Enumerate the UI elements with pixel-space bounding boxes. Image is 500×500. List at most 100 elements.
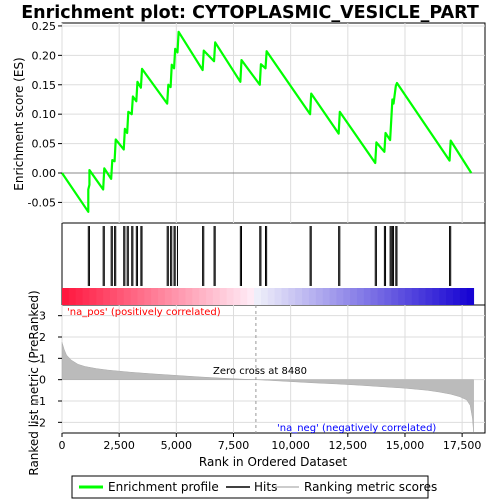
rank-color-segment: [377, 288, 385, 305]
rank-color-segment: [137, 288, 145, 305]
rank-color-segment: [233, 288, 241, 305]
metric-y-tick-label: 2: [39, 331, 46, 344]
rank-color-segment: [68, 288, 77, 305]
es-y-tick-label: 0.25: [32, 20, 57, 33]
enrichment-profile-line: [61, 30, 473, 213]
rank-color-segment: [439, 288, 447, 305]
metric-y-tick-label: 3: [39, 310, 46, 323]
x-tick-label: 2,500: [103, 439, 135, 452]
rank-color-segment: [103, 288, 111, 305]
rank-color-segment: [192, 288, 200, 305]
rank-color-segment: [151, 288, 159, 305]
metric-y-tick-label: -1: [35, 395, 46, 408]
rank-color-segment: [446, 288, 454, 305]
rank-color-segment: [391, 288, 399, 305]
rank-color-segment: [288, 288, 296, 305]
ranking-metric-area: [61, 342, 474, 432]
rank-color-segment: [62, 288, 70, 305]
rank-color-segment: [302, 288, 310, 305]
rank-color-segment: [315, 288, 324, 305]
legend-label-enrichment: Enrichment profile: [108, 480, 219, 494]
rank-color-segment: [247, 288, 255, 305]
es-y-tick-label: 0.20: [32, 49, 57, 62]
enrichment-profile-path: [61, 30, 473, 213]
rank-color-segment: [336, 288, 344, 305]
metric-y-tick-label: -2: [35, 416, 46, 429]
rank-color-segment: [178, 288, 186, 305]
rank-color-segment: [329, 288, 337, 305]
x-tick-label: 15,000: [386, 439, 425, 452]
rank-color-segment: [144, 288, 152, 305]
rank-color-bar: [62, 288, 475, 305]
x-axis-title: Rank in Ordered Dataset: [199, 455, 347, 469]
rank-color-segment: [96, 288, 104, 305]
rank-color-segment: [432, 288, 440, 305]
es-y-axis-title: Enrichment score (ES): [12, 57, 26, 190]
rank-color-segment: [466, 288, 475, 305]
rank-color-segment: [254, 288, 262, 305]
rank-color-segment: [363, 288, 372, 305]
rank-color-segment: [418, 288, 427, 305]
rank-color-segment: [350, 288, 358, 305]
es-y-tick-label: 0.15: [32, 79, 57, 92]
neg-correlated-label: 'na_neg' (negatively correlated): [277, 423, 436, 434]
rank-color-segment: [260, 288, 269, 305]
x-tick-label: 10,000: [271, 439, 310, 452]
pos-correlated-label: 'na_pos' (positively correlated): [67, 307, 221, 318]
rank-color-segment: [158, 288, 166, 305]
rank-color-segment: [82, 288, 90, 305]
rank-color-segment: [274, 288, 283, 305]
es-grid: [61, 23, 485, 223]
rank-color-segment: [123, 288, 132, 305]
rank-color-segment: [459, 288, 468, 305]
rank-color-segment: [89, 288, 97, 305]
rank-color-segment: [308, 288, 317, 305]
rank-color-segment: [343, 288, 351, 305]
legend: Enrichment profile Hits Ranking metric s…: [71, 475, 437, 499]
rank-color-segment: [130, 288, 138, 305]
rank-color-segment: [425, 288, 433, 305]
rank-color-segment: [295, 288, 303, 305]
rank-color-segment: [116, 288, 125, 305]
x-tick-label: 0: [59, 439, 66, 452]
rank-color-segment: [219, 288, 228, 305]
rank-color-segment: [185, 288, 193, 305]
metric-y-tick-label: 0: [39, 374, 46, 387]
es-panel-frame: [61, 22, 486, 224]
x-tick-label: 5,000: [161, 439, 193, 452]
chart-title: Enrichment plot: CYTOPLASMIC_VESICLE_PAR…: [21, 3, 479, 23]
rank-color-segment: [370, 288, 379, 305]
x-tick-label: 7,500: [218, 439, 250, 452]
rank-color-segment: [356, 288, 365, 305]
rank-color-segment: [398, 288, 406, 305]
rank-color-segment: [171, 288, 180, 305]
rank-color-segment: [75, 288, 84, 305]
es-y-tick-label: 0.05: [32, 138, 57, 151]
hit-lines: [87, 226, 452, 286]
metric-y-tick-label: 1: [39, 352, 46, 365]
legend-label-hits: Hits: [254, 480, 277, 494]
axis-ticks: -0.05 0.00 0.05 0.10 0.15 0.20 0.25 -2 -1 0 1 2 3 0 2,…: [28, 20, 482, 452]
es-y-tick-label: 0.00: [32, 167, 57, 180]
legend-label-metric: Ranking metric scores: [304, 480, 437, 494]
zero-cross-label: Zero cross at 8480: [213, 366, 307, 377]
rank-color-segment: [240, 288, 248, 305]
metric-y-axis-title: Ranked list metric (PreRanked): [27, 290, 41, 475]
rank-color-segment: [226, 288, 234, 305]
es-y-tick-label: -0.05: [28, 196, 56, 209]
ranking-metric-fill: [61, 342, 474, 432]
rank-color-segment: [164, 288, 173, 305]
rank-color-segment: [267, 288, 276, 305]
x-tick-label: 17,500: [443, 439, 482, 452]
rank-color-segment: [199, 288, 207, 305]
rank-color-segment: [411, 288, 420, 305]
rank-color-segment: [110, 288, 118, 305]
rank-color-segment: [404, 288, 413, 305]
rank-color-segment: [212, 288, 221, 305]
x-tick-label: 12,500: [329, 439, 368, 452]
rank-color-segment: [281, 288, 289, 305]
rank-color-segment: [452, 288, 461, 305]
rank-color-segment: [322, 288, 331, 305]
es-y-tick-label: 0.10: [32, 108, 57, 121]
